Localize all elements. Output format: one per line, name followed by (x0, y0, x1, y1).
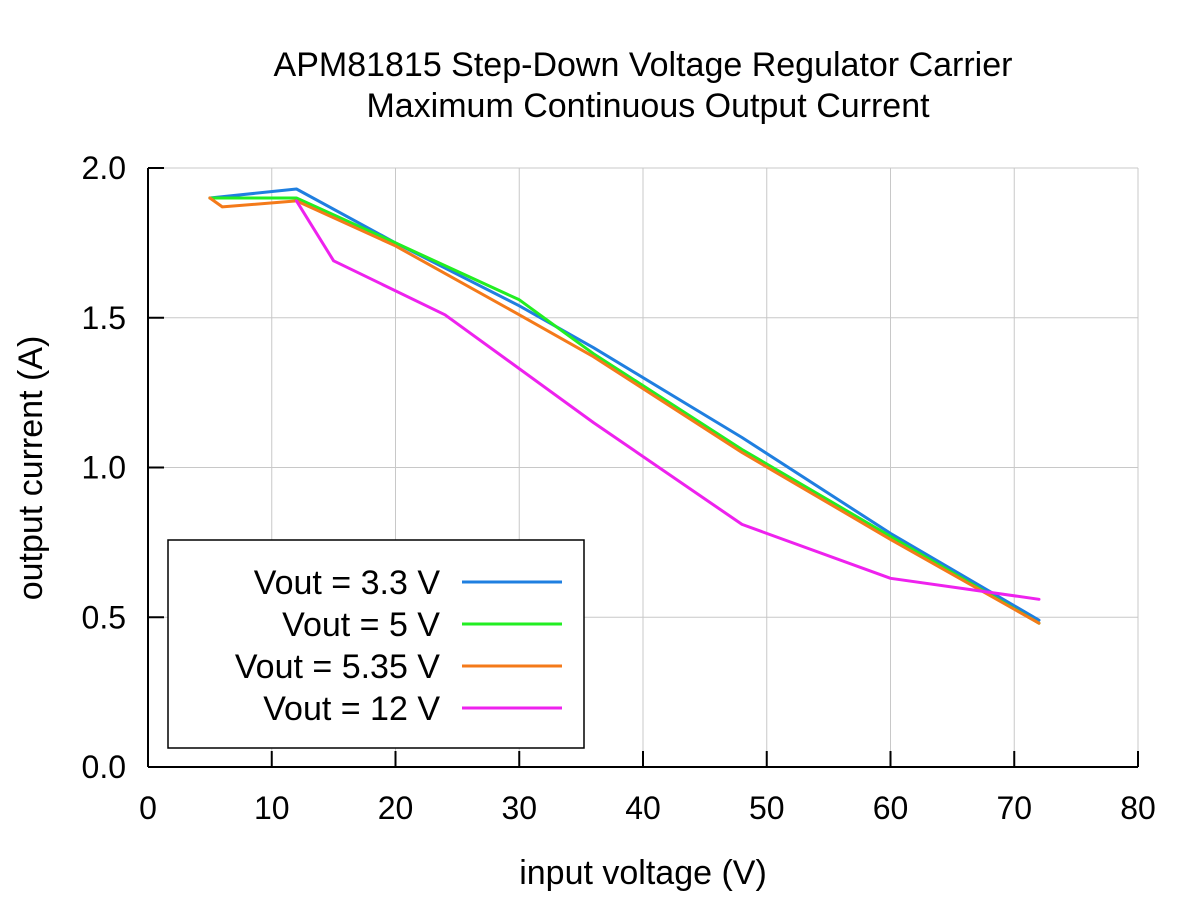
y-tick-label: 1.0 (82, 450, 126, 486)
x-tick-label: 40 (625, 790, 661, 826)
legend-box (167, 539, 585, 749)
y-tick-label: 2.0 (82, 150, 126, 186)
y-tick-label: 0.5 (82, 599, 126, 635)
axes: 0 10 20 30 40 50 60 70 80 0.0 0.5 1.0 1.5 2.0 (82, 150, 1156, 826)
x-tick-label: 20 (378, 790, 414, 826)
series-line-3 (208, 196, 1041, 625)
series-line-4 (295, 199, 1041, 601)
y-axis-label: output current (A) (12, 336, 50, 601)
series-lines (208, 187, 1041, 625)
legend-label: Vout = 5.35 V (235, 648, 440, 686)
legend: Vout = 3.3 V Vout = 5 V Vout = 5.35 V Vout … (167, 539, 585, 749)
legend-label: Vout = 5 V (282, 606, 440, 644)
chart-subtitle: Maximum Continuous Output Current (366, 87, 930, 125)
x-tick-label: 80 (1120, 790, 1156, 826)
x-axis-label: input voltage (V) (519, 854, 767, 892)
x-tick-label: 60 (873, 790, 909, 826)
x-tick-label: 50 (749, 790, 785, 826)
legend-label: Vout = 3.3 V (254, 564, 441, 602)
y-tick-label: 0.0 (82, 749, 126, 785)
x-tick-label: 0 (139, 790, 157, 826)
x-tick-label: 30 (501, 790, 537, 826)
series-line-2 (208, 196, 1041, 625)
x-tick-label: 70 (996, 790, 1032, 826)
x-tick-label: 10 (254, 790, 290, 826)
legend-label: Vout = 12 V (263, 690, 440, 728)
y-tick-label: 1.5 (82, 300, 126, 336)
chart-title: APM81815 Step-Down Voltage Regulator Car… (274, 46, 1013, 84)
